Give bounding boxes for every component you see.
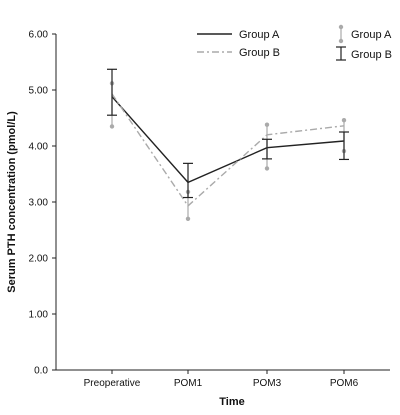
error-bar-group-b [107, 68, 117, 116]
x-tick-label: Preoperative [84, 378, 141, 389]
legend-swatch-group-a-errorbar [338, 24, 344, 44]
y-tick-label: 4.00 [29, 142, 49, 153]
legend-label-group-a-line: Group A [239, 29, 280, 41]
x-ticks: Preoperative POM1 POM3 POM6 [84, 370, 359, 389]
error-bar-group-a [264, 122, 270, 171]
y-tick-label: 6.00 [29, 30, 49, 41]
legend-label-group-b-errorbar: Group B [351, 49, 392, 61]
y-tick-label: 1.00 [29, 310, 49, 321]
axes [55, 34, 390, 371]
error-bar-group-b [262, 138, 272, 160]
errorbar-layer [107, 68, 349, 221]
legend-label-group-b-line: Group B [239, 47, 280, 59]
y-tick-label: 5.00 [29, 86, 49, 97]
y-tick-label: 2.00 [29, 254, 49, 265]
legend-label-group-a-errorbar: Group A [351, 29, 392, 41]
series-line-group-b [111, 93, 345, 207]
x-tick-label: POM3 [253, 378, 282, 389]
y-axis-title: Serum PTH concentration (pmol/L) [6, 111, 18, 293]
series-line-group-a [111, 96, 345, 184]
error-bar-group-b [339, 131, 349, 161]
x-tick-label: POM1 [174, 378, 203, 389]
error-bar-group-b [183, 162, 193, 199]
series-layer [111, 93, 345, 207]
legend-swatch-group-b-errorbar [336, 46, 346, 61]
x-tick-label: POM6 [330, 378, 359, 389]
y-tick-label: 0.0 [34, 366, 48, 377]
x-axis-title: Time [219, 396, 244, 408]
y-tick-label: 3.00 [29, 198, 49, 209]
legend: Group A Group B Group A Group B [197, 24, 392, 61]
y-ticks: 0.0 1.00 2.00 3.00 4.00 5.00 6.00 [29, 30, 56, 377]
